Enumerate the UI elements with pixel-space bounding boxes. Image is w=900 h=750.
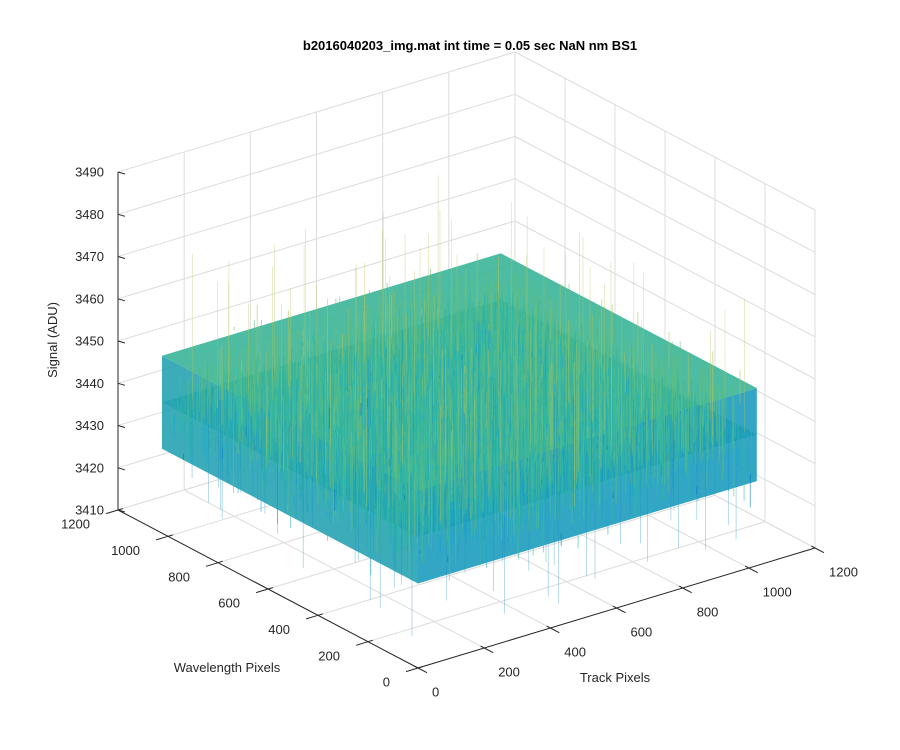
back-wall-grid-line [117, 93, 516, 215]
surface-plot [162, 175, 757, 637]
floor-grid-line [367, 521, 766, 643]
back-wall-grid-line [514, 136, 816, 295]
back-wall-grid-line [117, 178, 516, 300]
back-wall-grid-line [117, 136, 516, 257]
back-wall-grid-line [514, 220, 816, 380]
back-wall-grid-line [514, 51, 816, 211]
floor-grid-line [317, 494, 716, 616]
back-wall-grid-line [117, 220, 516, 342]
back-wall-grid-line [117, 51, 516, 173]
back-wall-grid-line [514, 93, 816, 253]
back-wall-grid-line [514, 178, 816, 338]
